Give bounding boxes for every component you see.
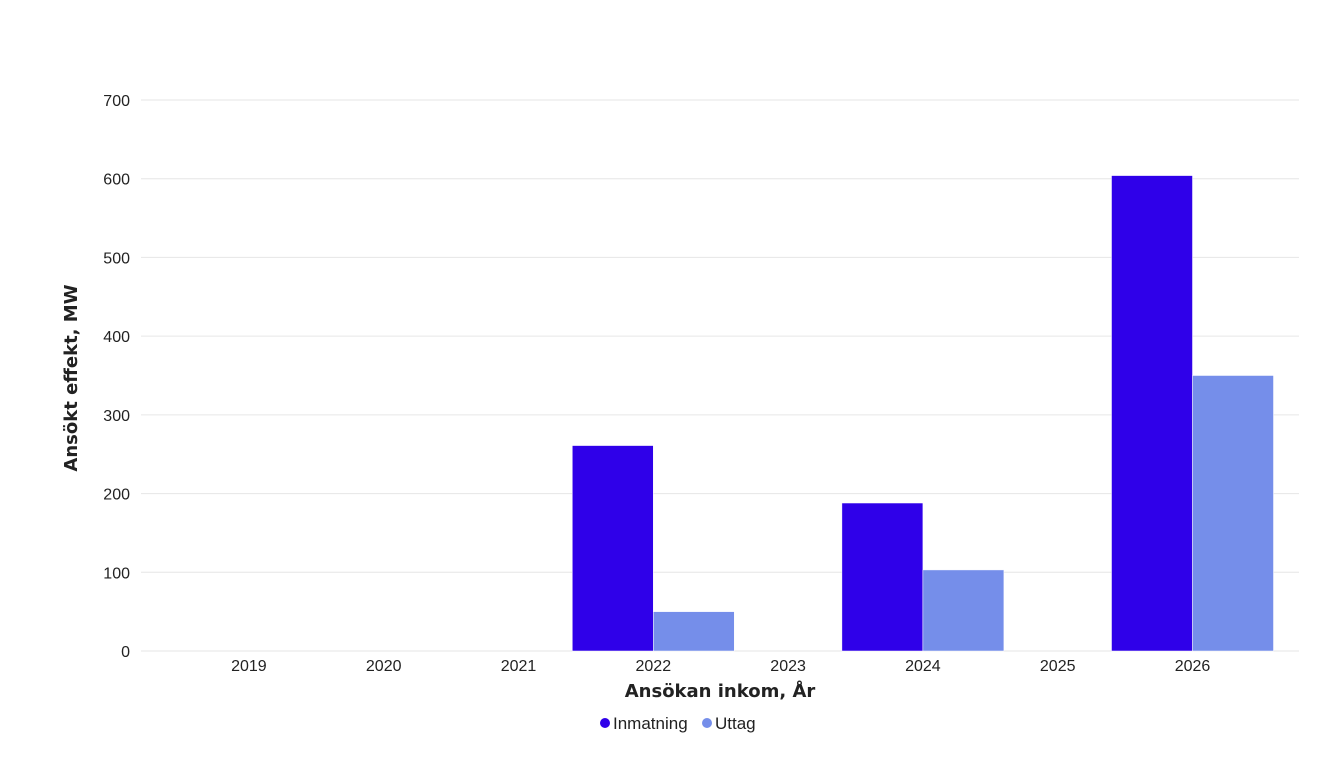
x-tick-label: 2022 (636, 658, 672, 675)
x-tick-label: 2025 (1040, 658, 1076, 675)
x-tick-label: 2024 (905, 658, 941, 675)
y-tick-label: 0 (121, 644, 130, 661)
gridlines (141, 99, 1299, 652)
x-tick-label: 2020 (366, 658, 402, 675)
legend-label-inmatning: Inmatning (613, 714, 688, 733)
y-tick-label: 100 (103, 565, 130, 582)
bar-uttag-2024 (922, 569, 1005, 652)
y-axis-ticks: 0 100 200 300 400 500 600 700 (103, 93, 130, 661)
bar-uttag-2026 (1192, 375, 1274, 652)
y-axis-title: Ansökt effekt, MW (61, 284, 82, 471)
bar-uttag-2022 (653, 611, 735, 652)
y-tick-label: 300 (103, 408, 130, 425)
x-axis-ticks: 2019 2020 2021 2022 2023 2024 2025 2026 (231, 658, 1210, 675)
bar-inmatning-2024 (841, 502, 924, 652)
bar-inmatning-2022 (572, 445, 654, 652)
x-axis-title: Ansökan inkom, År (625, 679, 816, 702)
y-tick-label: 200 (103, 487, 130, 504)
y-tick-label: 400 (103, 329, 130, 346)
legend-marker-inmatning (600, 718, 610, 728)
legend-marker-uttag (702, 718, 712, 728)
bars (572, 175, 1274, 652)
x-tick-label: 2023 (770, 658, 806, 675)
x-tick-label: 2026 (1175, 658, 1211, 675)
legend-label-uttag: Uttag (715, 714, 756, 733)
y-tick-label: 700 (103, 93, 130, 110)
legend: Inmatning Uttag (600, 714, 756, 733)
x-tick-label: 2021 (501, 658, 537, 675)
y-tick-label: 600 (103, 172, 130, 189)
y-tick-label: 500 (103, 250, 130, 267)
x-tick-label: 2019 (231, 658, 267, 675)
bar-inmatning-2026 (1111, 175, 1193, 652)
